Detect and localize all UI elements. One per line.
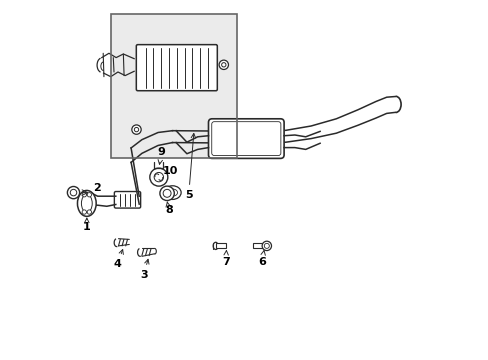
Text: 2: 2 — [93, 183, 101, 193]
Text: 8: 8 — [164, 202, 172, 215]
Circle shape — [132, 125, 141, 134]
Circle shape — [87, 193, 91, 197]
Bar — [111, 14, 237, 158]
FancyBboxPatch shape — [208, 119, 284, 158]
Text: 5: 5 — [184, 134, 195, 200]
Circle shape — [82, 210, 86, 214]
Text: 7: 7 — [222, 251, 229, 267]
Circle shape — [160, 186, 174, 201]
Circle shape — [219, 60, 228, 69]
Circle shape — [149, 168, 167, 186]
Bar — [253, 243, 264, 248]
Text: 10: 10 — [163, 166, 178, 176]
Circle shape — [67, 186, 80, 199]
FancyBboxPatch shape — [136, 45, 217, 91]
Ellipse shape — [77, 190, 96, 216]
Circle shape — [82, 193, 86, 197]
Text: 9: 9 — [158, 147, 165, 164]
Text: 3: 3 — [140, 259, 149, 280]
Circle shape — [262, 241, 271, 251]
Ellipse shape — [163, 186, 181, 199]
Text: 1: 1 — [83, 218, 90, 233]
Circle shape — [87, 210, 91, 214]
Text: 6: 6 — [257, 251, 265, 267]
Text: 4: 4 — [114, 249, 123, 269]
Bar — [215, 243, 226, 248]
Bar — [111, 14, 237, 158]
FancyBboxPatch shape — [114, 192, 141, 208]
